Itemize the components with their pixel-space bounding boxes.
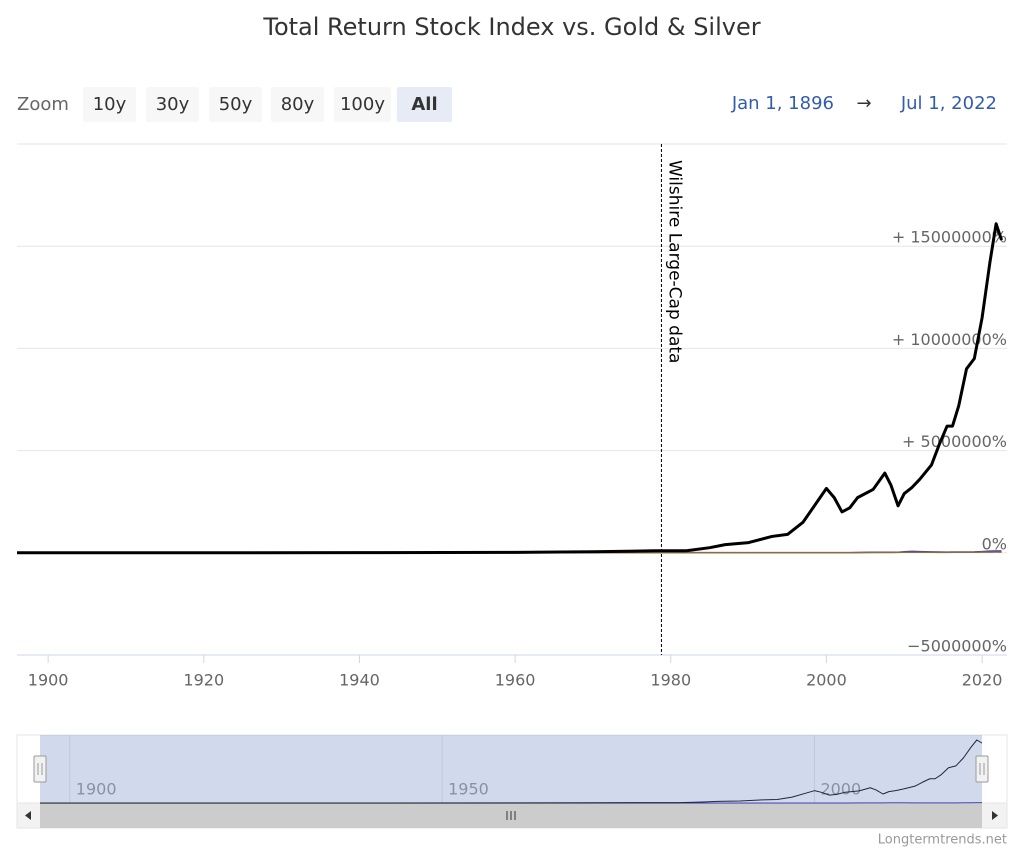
y-tick-label: + 15000000%: [892, 228, 1007, 247]
zoom-button-label[interactable]: All: [411, 94, 437, 115]
x-tick-label: 1960: [495, 671, 536, 690]
zoom-button-label[interactable]: 80y: [281, 94, 315, 115]
zoom-button-label[interactable]: 10y: [93, 94, 127, 115]
navigator-handle[interactable]: [34, 756, 46, 782]
x-tick-label: 1980: [650, 671, 691, 690]
y-tick-label: + 5000000%: [902, 432, 1007, 451]
chart-title: Total Return Stock Index vs. Gold & Silv…: [262, 13, 760, 41]
y-tick-label: −5000000%: [907, 637, 1007, 656]
plot-line-label: Wilshire Large-Cap data: [664, 160, 684, 363]
y-tick-label: + 10000000%: [892, 330, 1007, 349]
zoom-button-label[interactable]: 100y: [340, 94, 385, 115]
navigator-mask[interactable]: [40, 735, 982, 803]
x-tick-label: 1900: [28, 671, 69, 690]
zoom-button-label[interactable]: 50y: [219, 94, 253, 115]
x-tick-label: 2000: [806, 671, 847, 690]
x-tick-label: 2020: [962, 671, 1003, 690]
zoom-label: Zoom: [17, 94, 69, 115]
series-line: [17, 224, 1002, 553]
navigator-handle[interactable]: [976, 756, 988, 782]
credits[interactable]: Longtermtrends.net: [878, 833, 1007, 848]
range-from[interactable]: Jan 1, 1896: [731, 93, 834, 114]
x-tick-label: 1920: [183, 671, 224, 690]
range-arrow: →: [856, 93, 871, 114]
zoom-button-label[interactable]: 30y: [156, 94, 190, 115]
range-to[interactable]: Jul 1, 2022: [900, 93, 997, 114]
x-tick-label: 1940: [339, 671, 380, 690]
